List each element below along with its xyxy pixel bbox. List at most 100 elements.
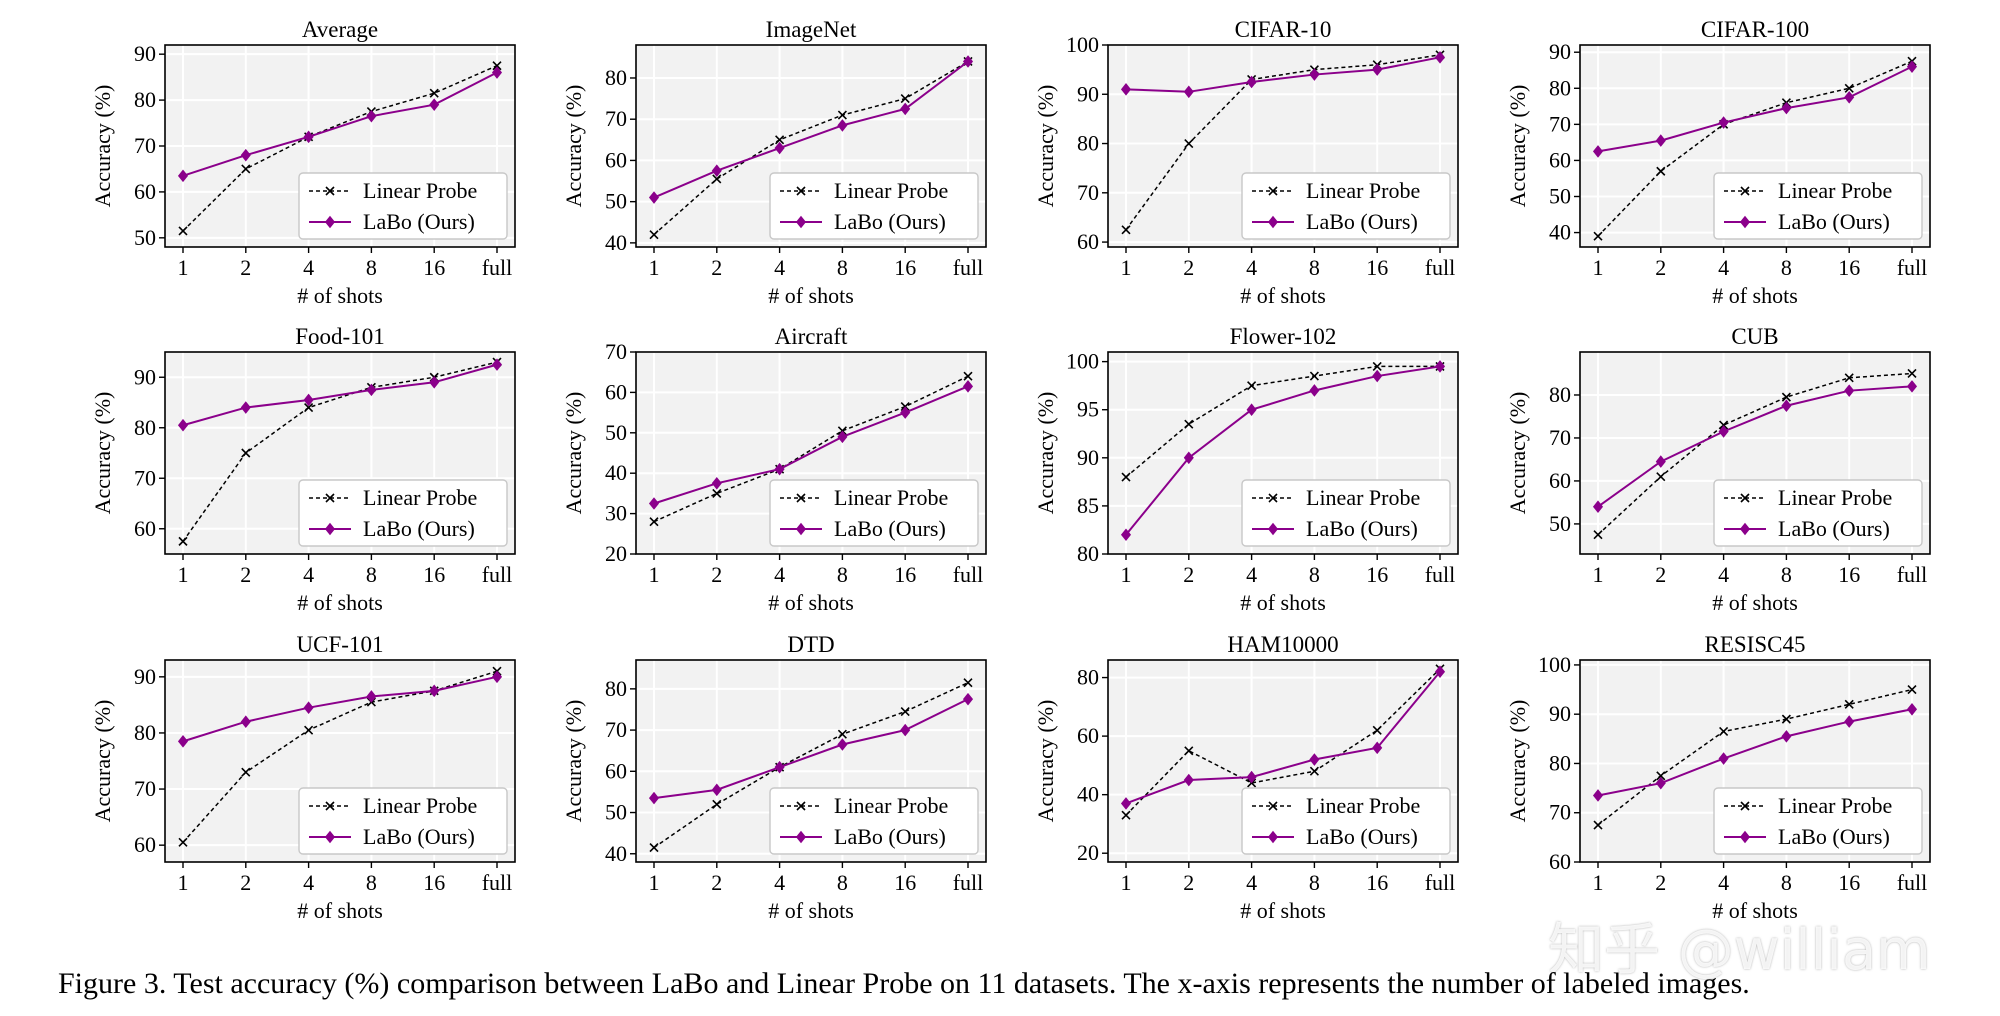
data-point	[648, 791, 660, 805]
data-point	[1906, 702, 1918, 716]
legend-label: LaBo (Ours)	[363, 516, 475, 541]
data-point	[1247, 381, 1257, 391]
data-point	[1844, 373, 1854, 383]
legend-item-labo: LaBo (Ours)	[309, 824, 475, 849]
x-axis-label: # of shots	[1240, 898, 1326, 923]
y-tick-label: 60	[1549, 849, 1571, 874]
y-tick-label: 80	[1077, 665, 1099, 690]
chart-cifar-10: 1 2 4 8 16 full 60 70 80 90 100 CIFAR-10 # of shots A…	[1033, 17, 1459, 308]
x-tick-label: 4	[774, 562, 785, 587]
data-point	[240, 401, 251, 414]
data-point	[1781, 392, 1791, 402]
data-point	[1372, 741, 1383, 755]
data-point	[1309, 68, 1320, 81]
y-tick-label: 30	[605, 501, 627, 526]
legend-marker	[1740, 493, 1750, 503]
chart-title: RESISC45	[1705, 632, 1806, 657]
data-point	[963, 371, 973, 381]
series-labo	[1592, 702, 1918, 802]
data-point	[1718, 116, 1729, 129]
x-axis-label: # of shots	[768, 898, 854, 923]
x-tick-label: 2	[1183, 255, 1194, 280]
y-tick-label: 90	[134, 41, 156, 66]
data-point	[304, 402, 314, 413]
data-point	[900, 723, 911, 737]
y-tick-label: 70	[134, 133, 156, 158]
data-point	[1434, 360, 1446, 373]
x-tick-label: full	[482, 255, 513, 280]
data-point	[837, 119, 848, 132]
y-tick-label: 70	[1549, 425, 1571, 450]
x-tick-label: 4	[303, 255, 314, 280]
legend-label: Linear Probe	[1306, 793, 1420, 818]
y-axis-label: Accuracy (%)	[90, 700, 115, 823]
y-tick-label: 100	[1066, 32, 1099, 57]
data-point	[491, 670, 503, 684]
data-point	[649, 843, 659, 853]
series-line	[653, 375, 969, 523]
chart-dtd: 1 2 4 8 16 full 40 50 60 70 80 DTD # of shots Accurac…	[561, 632, 987, 923]
x-tick-label: 2	[240, 255, 251, 280]
legend: Linear Probe LaBo (Ours)	[1241, 172, 1451, 240]
y-tick-label: 60	[1077, 229, 1099, 254]
x-tick-label: full	[953, 562, 984, 587]
legend-item-labo: LaBo (Ours)	[309, 516, 475, 541]
chart-title: DTD	[787, 632, 834, 657]
chart-imagenet: 1 2 4 8 16 full 40 50 60 70 80 ImageNet # of shots Ac…	[561, 17, 987, 308]
data-point	[900, 94, 910, 104]
series-labo	[1120, 360, 1446, 542]
legend-label: LaBo (Ours)	[834, 209, 946, 234]
y-tick-label: 90	[1077, 445, 1099, 470]
data-point	[900, 406, 911, 419]
data-point	[1120, 528, 1132, 542]
y-tick-label: 40	[605, 460, 627, 485]
data-point	[1718, 752, 1729, 765]
data-point	[1781, 399, 1792, 413]
x-tick-label: full	[1897, 870, 1928, 895]
x-tick-label: 1	[178, 255, 189, 280]
legend-label: Linear Probe	[363, 793, 477, 818]
data-point	[649, 230, 659, 240]
series-labo	[177, 670, 503, 748]
data-point	[837, 110, 847, 120]
x-tick-label: 1	[649, 255, 660, 280]
series-line	[653, 385, 969, 505]
chart-average: 1 2 4 8 16 full 50 60 70 80 90 Average # of shots Acc…	[90, 17, 516, 308]
series-line	[182, 363, 498, 427]
legend-label: Linear Probe	[834, 485, 948, 510]
y-tick-label: 90	[1549, 701, 1571, 726]
legend-marker	[325, 801, 335, 811]
chart-title: HAM10000	[1227, 632, 1338, 657]
charts-canvas: 1 2 4 8 16 full 50 60 70 80 90 Average # of shots Acc…	[90, 17, 1931, 923]
legend-label: LaBo (Ours)	[363, 209, 475, 234]
data-point	[837, 738, 848, 751]
legend-marker	[325, 493, 335, 503]
data-point	[1906, 60, 1918, 73]
legend-marker	[795, 522, 807, 536]
data-point	[712, 799, 722, 809]
series-line	[1125, 671, 1441, 805]
data-point	[178, 536, 188, 546]
data-point	[711, 164, 722, 178]
data-point	[1655, 134, 1666, 147]
y-axis-label: Accuracy (%)	[561, 392, 586, 515]
data-point	[1184, 746, 1194, 756]
series-labo	[1120, 665, 1446, 810]
data-point	[1309, 371, 1319, 381]
chart-title: UCF-101	[297, 632, 384, 657]
data-point	[962, 55, 974, 68]
legend-label: LaBo (Ours)	[363, 824, 475, 849]
data-point	[240, 715, 251, 729]
data-point	[1592, 145, 1604, 158]
legend-item-linear-probe: Linear Probe	[1724, 178, 1892, 203]
legend-item-linear-probe: Linear Probe	[309, 485, 477, 510]
x-tick-label: 8	[1781, 870, 1792, 895]
legend-label: Linear Probe	[834, 178, 948, 203]
x-tick-label: 2	[1183, 562, 1194, 587]
x-tick-label: 1	[649, 870, 660, 895]
x-tick-label: full	[1897, 562, 1928, 587]
data-point	[1434, 51, 1446, 64]
x-axis-label: # of shots	[1712, 898, 1798, 923]
legend-label: LaBo (Ours)	[1778, 824, 1890, 849]
